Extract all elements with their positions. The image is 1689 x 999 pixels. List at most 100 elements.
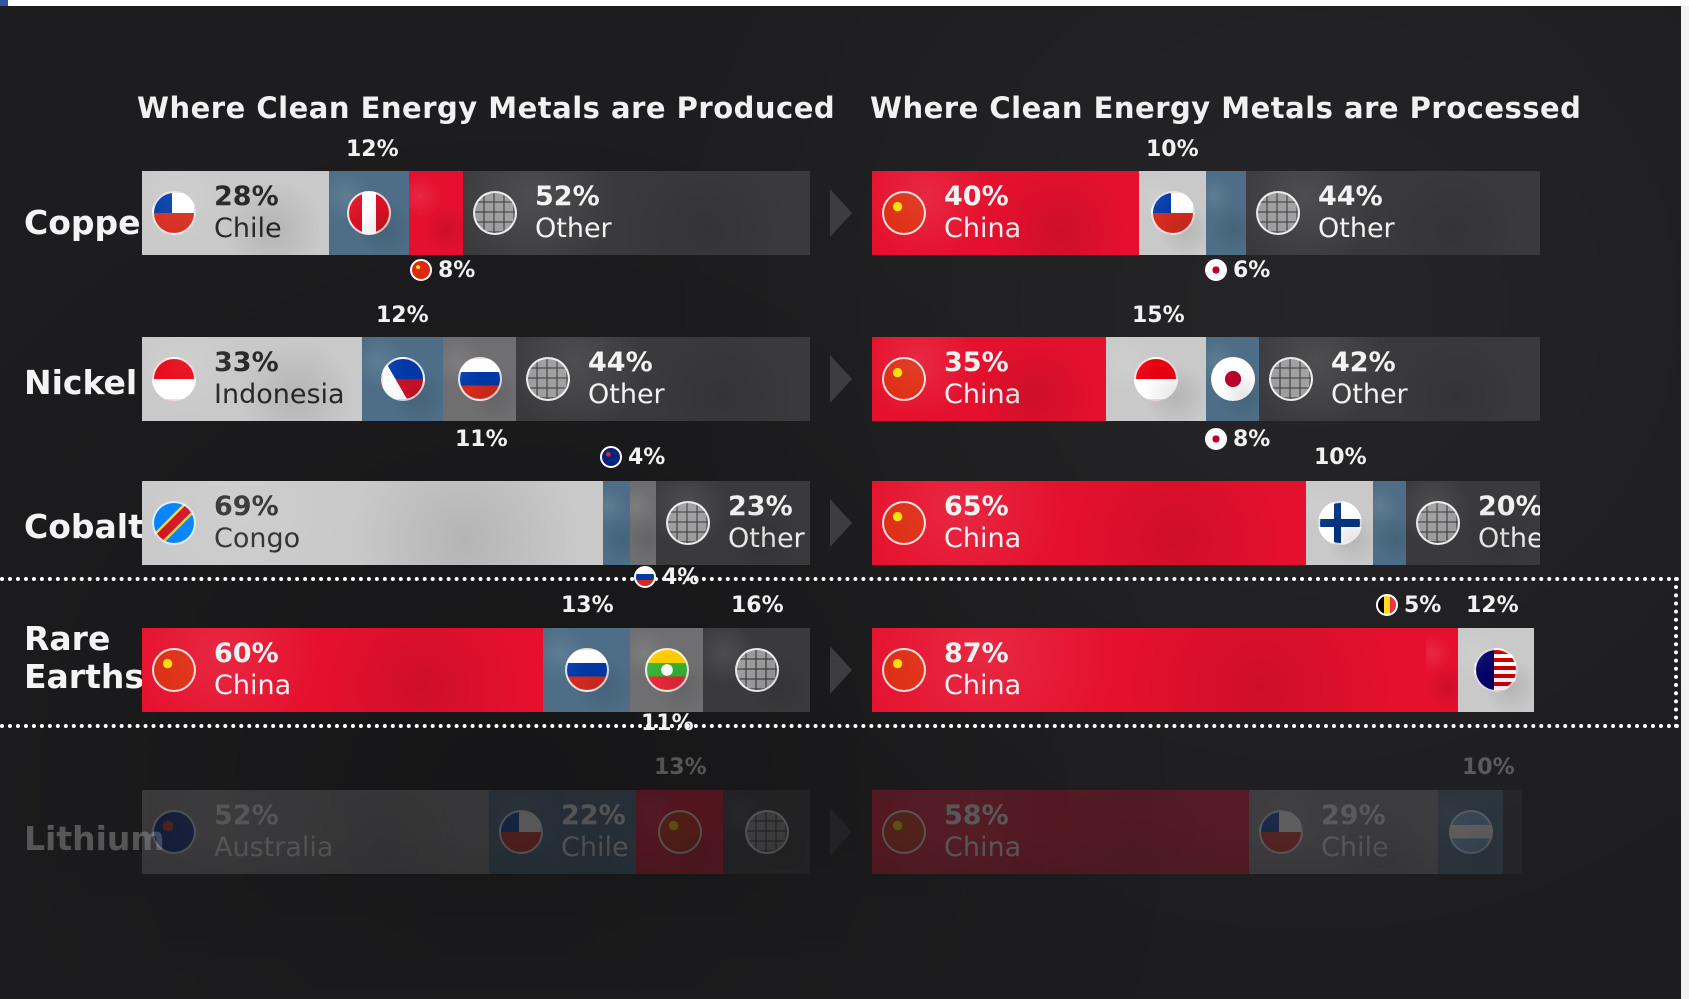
segment-country: Other: [535, 213, 612, 244]
highlight-top-line: [0, 577, 1681, 581]
annotation-text: 10%: [1462, 755, 1515, 780]
segment-percent: 65%: [944, 491, 1009, 522]
segment-label: 69% Congo: [214, 491, 300, 555]
annotation-text: 12%: [346, 137, 399, 162]
china-flag-icon: [410, 259, 432, 281]
finland-flag-icon: [1318, 501, 1362, 545]
australia-flag-icon: [600, 446, 622, 468]
segment-percent: 60%: [214, 638, 279, 669]
segment-label: 52% Other: [535, 181, 612, 245]
produced-bar-lithium: 52% Australia 22% Chile: [142, 790, 810, 874]
annotation-china-13pct: 13%: [654, 756, 707, 780]
segment-russia: [443, 337, 516, 421]
segment-country: Other: [588, 379, 665, 410]
segment-other: 44% Other: [516, 337, 810, 421]
annotation-text: 6%: [1233, 258, 1271, 283]
segment-percent: 87%: [944, 638, 1009, 669]
segment-country: Congo: [214, 523, 301, 554]
globe-icon: [1256, 191, 1300, 235]
annotation-peru-12pct: 12%: [346, 138, 399, 162]
segment-japan: [1206, 337, 1259, 421]
annotation-text: 13%: [561, 593, 614, 618]
russia-flag-icon: [565, 648, 609, 692]
japan-flag-icon: [1205, 428, 1227, 450]
segment-percent: 22%: [561, 800, 626, 831]
produced-bar-nickel: 33% Indonesia 44% Other: [142, 337, 810, 421]
segment-label: 58% China: [944, 800, 1021, 864]
china-flag-icon: [882, 357, 926, 401]
segment-percent: 29%: [1321, 800, 1386, 831]
segment-label: 29% Chile: [1321, 800, 1389, 864]
processed-bar-copper: 40% China 44% Other: [872, 171, 1540, 255]
segment-china: 60% China: [142, 628, 543, 712]
globe-icon: [526, 357, 570, 401]
segment-label: 44% Other: [1318, 181, 1395, 245]
metal-label-nickel: Nickel: [24, 363, 138, 402]
segment-china: 65% China: [872, 481, 1306, 565]
segment-other: 44% Other: [1246, 171, 1540, 255]
processed-heading: Where Clean Energy Metals are Processed: [870, 91, 1582, 125]
segment-label: 42% Other: [1331, 347, 1408, 411]
segment-label: 60% China: [214, 638, 291, 702]
globe-icon: [473, 191, 517, 235]
segment-chile: [1139, 171, 1206, 255]
belgium-flag-icon: [1376, 594, 1398, 616]
highlight-bottom-line: [0, 724, 1681, 728]
annotation-malaysia-12pct: 12%: [1466, 594, 1519, 618]
annotation-finland-10pct: 10%: [1314, 446, 1367, 470]
chile-flag-icon: [1259, 810, 1303, 854]
segment-malaysia: [1458, 628, 1534, 712]
segment-country: Other: [1331, 379, 1408, 410]
annotation-russia-13pct: 13%: [561, 594, 614, 618]
segment-chile: 28% Chile: [142, 171, 329, 255]
segment-label: 44% Other: [588, 347, 665, 411]
segment-percent: 33%: [214, 347, 279, 378]
highlight-right-line: [1674, 577, 1678, 728]
segment-country: Indonesia: [214, 379, 345, 410]
segment-percent: 40%: [944, 181, 1009, 212]
annotation-myanmar-11pct: 11%: [641, 712, 694, 736]
peru-flag-icon: [347, 191, 391, 235]
philippines-flag-icon: [381, 357, 425, 401]
segment-country: China: [214, 670, 292, 701]
annotation-japan-6pct: 6%: [1205, 259, 1270, 283]
arrow-chevron-icon: [830, 646, 852, 694]
segment-country: Australia: [214, 832, 334, 863]
segment-country: China: [944, 213, 1022, 244]
annotation-indonesia-15pct: 15%: [1132, 304, 1185, 328]
annotation-text: 10%: [1146, 137, 1199, 162]
globe-icon: [666, 501, 710, 545]
segment-country: China: [944, 670, 1022, 701]
myanmar-flag-icon: [645, 648, 689, 692]
segment-peru: [329, 171, 409, 255]
china-flag-icon: [882, 191, 926, 235]
segment-congo: 69% Congo: [142, 481, 603, 565]
segment-percent: 35%: [944, 347, 1009, 378]
russia-flag-icon: [458, 357, 502, 401]
china-flag-icon: [882, 648, 926, 692]
china-flag-icon: [882, 810, 926, 854]
annotation-chile-10pct: 10%: [1146, 138, 1199, 162]
segment-country: Chile: [561, 832, 629, 863]
segment-country: China: [944, 523, 1022, 554]
segment-myanmar: [630, 628, 703, 712]
annotation-text: 4%: [628, 445, 666, 470]
segment-percent: 52%: [535, 181, 600, 212]
infographic-canvas: Where Clean Energy Metals are Produced W…: [0, 6, 1681, 999]
annotation-text: 13%: [654, 755, 707, 780]
annotation-text: 8%: [438, 258, 476, 283]
segment-label: 23% Other: [728, 491, 805, 555]
metal-label-copper: Copper: [24, 203, 157, 242]
annotation-text: 10%: [1314, 445, 1367, 470]
arrow-chevron-icon: [830, 499, 852, 547]
segment-country: Chile: [1321, 832, 1389, 863]
globe-icon: [735, 648, 779, 692]
segment-country: China: [944, 379, 1022, 410]
segment-indonesia: [1106, 337, 1206, 421]
segment-finland: [1306, 481, 1373, 565]
segment-country: Other: [1478, 523, 1540, 554]
segment-australia: 52% Australia: [142, 790, 489, 874]
segment-country: Chile: [214, 213, 282, 244]
segment-other: 20%Other: [1406, 481, 1540, 565]
produced-bar-cobalt: 69% Congo 23% Other: [142, 481, 810, 565]
